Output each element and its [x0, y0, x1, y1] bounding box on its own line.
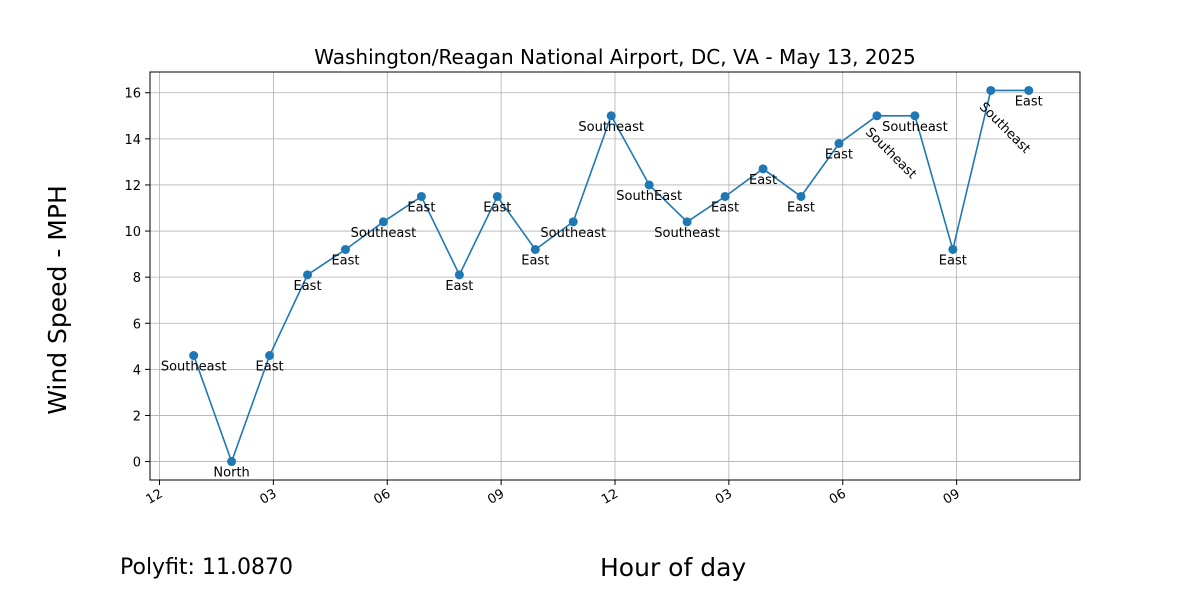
data-label: East [939, 253, 967, 268]
data-label: Southeast [882, 120, 948, 135]
data-label: Southeast [578, 120, 644, 135]
data-point [340, 244, 350, 254]
y-tick-label: 8 [133, 271, 141, 286]
data-point [910, 111, 920, 121]
data-point [758, 164, 768, 174]
data-point [303, 270, 313, 280]
axis-ticks: 0 2 4 6 8 10 12 14 16 12 03 06 09 12 03 06 09 [124, 87, 962, 508]
data-point [986, 85, 996, 95]
data-label: East [749, 173, 777, 188]
data-point [378, 217, 388, 227]
series-wind-speed [189, 85, 1034, 467]
data-labels: Southeast North East East East Southeast East E… [161, 94, 1043, 480]
data-label: East [483, 200, 511, 215]
data-label: East [445, 279, 473, 294]
x-tick-label: 09 [485, 486, 507, 507]
data-label: East [711, 200, 739, 215]
y-tick-label: 6 [133, 317, 141, 332]
data-label: Southeast [351, 226, 417, 241]
x-axis-label: Hour of day [600, 553, 747, 582]
data-point [948, 244, 958, 254]
series-line [192, 89, 1029, 464]
data-label: East [331, 253, 359, 268]
data-label: North [213, 466, 249, 481]
x-tick-label: 03 [713, 486, 735, 507]
data-point [189, 351, 199, 361]
data-label: Southeast [540, 226, 606, 241]
data-label: East [1015, 94, 1043, 109]
data-point [492, 191, 502, 201]
y-tick-label: 0 [133, 456, 141, 471]
y-axis-label: Wind Speed - MPH [43, 185, 72, 415]
data-label: East [407, 200, 435, 215]
data-point [682, 217, 692, 227]
data-label: East [521, 253, 549, 268]
x-tick-label: 06 [371, 486, 393, 507]
data-point [530, 244, 540, 254]
data-point [416, 191, 426, 201]
grid-lines [150, 72, 1080, 480]
x-tick-label: 09 [941, 486, 963, 507]
y-tick-label: 2 [133, 409, 141, 424]
data-point [606, 111, 616, 121]
data-point [454, 270, 464, 280]
data-label: Southeast [161, 360, 227, 375]
data-label: Southeast [654, 226, 720, 241]
data-point [720, 191, 730, 201]
data-point [834, 138, 844, 148]
x-tick-label: 12 [599, 486, 621, 507]
data-label: East [825, 147, 853, 162]
data-label: SouthEast [616, 189, 682, 204]
data-point [644, 180, 654, 190]
y-tick-label: 12 [124, 179, 141, 194]
y-tick-label: 16 [124, 87, 141, 102]
x-tick-label: 12 [144, 486, 166, 507]
data-point [227, 457, 237, 467]
x-tick-label: 06 [827, 486, 849, 507]
data-point [265, 351, 275, 361]
polyfit-value: Polyfit: 11.0870 [120, 555, 293, 580]
x-tick-label: 03 [258, 486, 280, 507]
data-label: East [293, 279, 321, 294]
y-tick-label: 10 [124, 225, 141, 240]
data-point [1024, 85, 1034, 95]
data-label: East [787, 200, 815, 215]
data-point [872, 111, 882, 121]
chart-title: Washington/Reagan National Airport, DC, … [314, 45, 916, 69]
y-tick-label: 14 [124, 133, 141, 148]
data-point [796, 191, 806, 201]
data-label: East [256, 360, 284, 375]
y-tick-label: 4 [133, 363, 141, 378]
data-point [568, 217, 578, 227]
